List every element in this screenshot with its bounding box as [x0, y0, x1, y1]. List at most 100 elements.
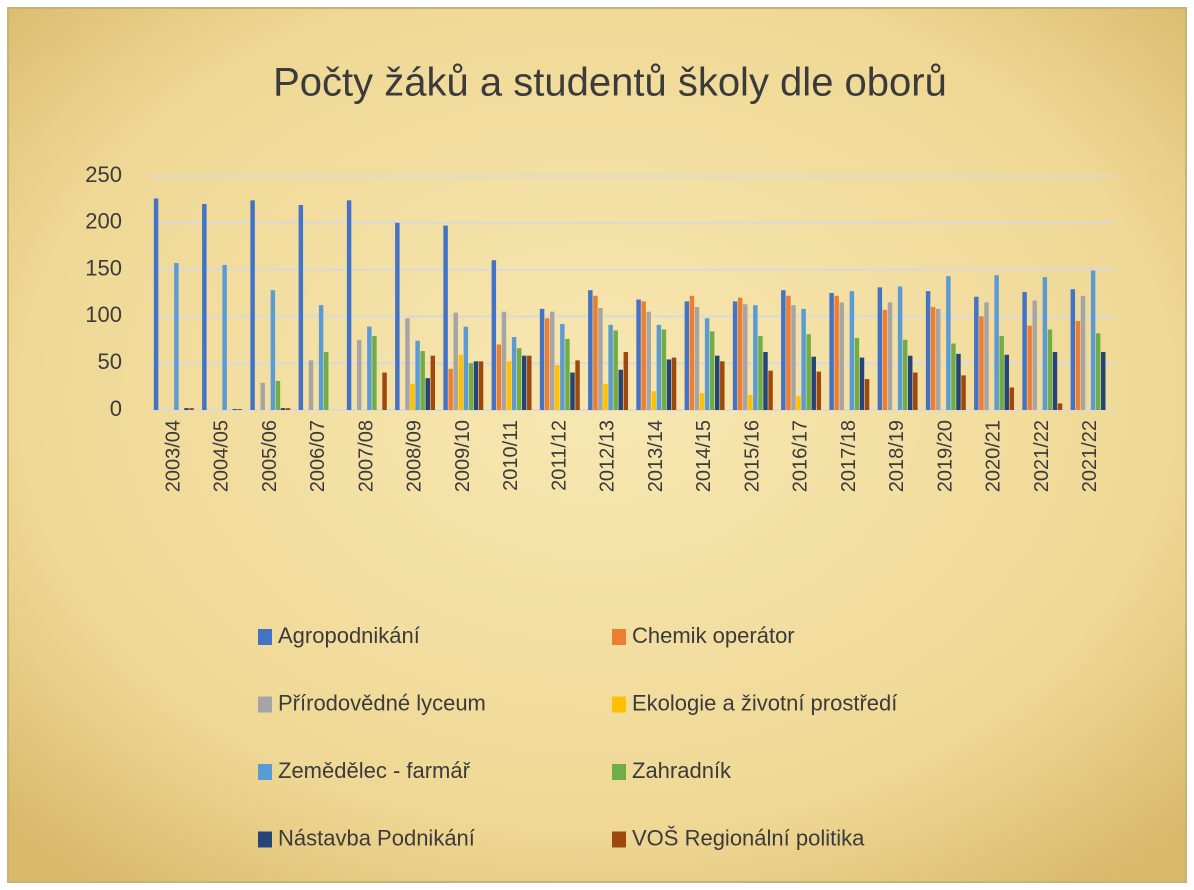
- bar: [1004, 354, 1009, 410]
- bar: [496, 344, 502, 410]
- bar: [859, 357, 865, 410]
- bar: [623, 351, 629, 410]
- bar: [410, 383, 415, 410]
- bar: [984, 302, 989, 410]
- bar: [786, 295, 791, 410]
- bar: [511, 336, 517, 410]
- legend-swatch: [258, 831, 272, 848]
- bar: [887, 302, 893, 410]
- y-tick-label: 200: [85, 209, 122, 234]
- x-tick-label: 2018/19: [886, 420, 908, 492]
- bar: [565, 338, 570, 410]
- bar: [1080, 295, 1086, 410]
- bar: [646, 311, 651, 410]
- legend-swatch: [258, 696, 272, 713]
- bar: [781, 290, 786, 410]
- x-tick-label: 2020/21: [983, 420, 1005, 492]
- legend-label: Nástavba Podnikání: [278, 825, 475, 850]
- bar: [522, 355, 527, 410]
- bar: [694, 307, 700, 410]
- bar: [618, 369, 623, 410]
- bar: [1057, 403, 1063, 410]
- bar: [405, 318, 410, 410]
- bar: [367, 326, 372, 410]
- bar: [689, 295, 695, 410]
- bar: [491, 260, 497, 410]
- bar: [395, 222, 400, 410]
- bar: [430, 355, 436, 410]
- legend-label: Zemědělec - farmář: [278, 758, 471, 783]
- bar: [636, 299, 641, 410]
- bar: [1027, 325, 1032, 410]
- x-tick-label: 2014/15: [693, 420, 715, 492]
- bar: [275, 380, 281, 410]
- bar: [715, 355, 720, 410]
- bar: [250, 200, 255, 410]
- bar: [570, 372, 575, 410]
- legend-swatch: [612, 831, 626, 848]
- bar: [882, 309, 888, 410]
- bar: [202, 204, 207, 410]
- x-tick-label: 2008/09: [404, 420, 426, 492]
- bar: [415, 340, 420, 410]
- bar: [588, 290, 593, 410]
- bar: [849, 291, 855, 410]
- bar: [544, 318, 550, 410]
- bar: [539, 308, 545, 410]
- bar: [356, 339, 362, 410]
- bar: [323, 351, 329, 410]
- bar: [925, 291, 931, 410]
- y-tick-label: 150: [85, 255, 122, 280]
- bar: [961, 375, 966, 410]
- legend-swatch: [612, 696, 626, 713]
- bar: [575, 360, 580, 410]
- bar: [737, 297, 743, 410]
- bar: [285, 408, 291, 410]
- bar: [593, 295, 598, 410]
- bar: [174, 263, 179, 410]
- bar: [1090, 270, 1096, 410]
- bar: [260, 382, 265, 410]
- bar: [382, 372, 387, 410]
- legend-swatch: [612, 629, 626, 645]
- x-tick-label: 2012/13: [597, 420, 619, 492]
- bar: [560, 323, 565, 410]
- bar: [1022, 292, 1027, 410]
- bar: [796, 395, 801, 410]
- legend-swatch: [258, 764, 272, 780]
- x-tick-label: 2003/04: [162, 420, 184, 492]
- bar: [902, 339, 908, 410]
- bar: [308, 360, 314, 410]
- bar: [237, 409, 243, 410]
- bar: [834, 295, 839, 410]
- bar: [298, 205, 304, 410]
- bar: [468, 363, 474, 410]
- bar: [280, 408, 286, 410]
- x-tick-label: 2010/11: [500, 420, 522, 491]
- bar: [979, 316, 984, 410]
- bar: [603, 383, 608, 410]
- bar: [666, 359, 672, 410]
- bar: [184, 408, 189, 410]
- legend-label: Chemik operátor: [632, 623, 795, 648]
- bar: [946, 276, 951, 410]
- bar: [908, 355, 913, 410]
- y-tick-label: 50: [98, 349, 122, 374]
- bar: [501, 311, 507, 410]
- bar: [732, 301, 738, 410]
- bar: [448, 368, 453, 410]
- bar: [443, 225, 448, 410]
- x-tick-label: 2005/06: [259, 420, 281, 492]
- legend-label: Agropodnikání: [278, 623, 420, 648]
- x-tick-label: 2021/22: [1079, 420, 1101, 492]
- bar: [189, 408, 194, 410]
- chart-title: Počty žáků a studentů školy dle oborů: [273, 61, 947, 105]
- x-tick-label: 2016/17: [790, 420, 812, 492]
- bar: [458, 354, 464, 410]
- x-tick-label: 2021/22: [1031, 420, 1053, 492]
- y-tick-label: 100: [85, 302, 122, 327]
- bar: [1101, 351, 1106, 410]
- bar: [613, 330, 618, 410]
- bar: [811, 356, 816, 410]
- bar: [816, 371, 822, 410]
